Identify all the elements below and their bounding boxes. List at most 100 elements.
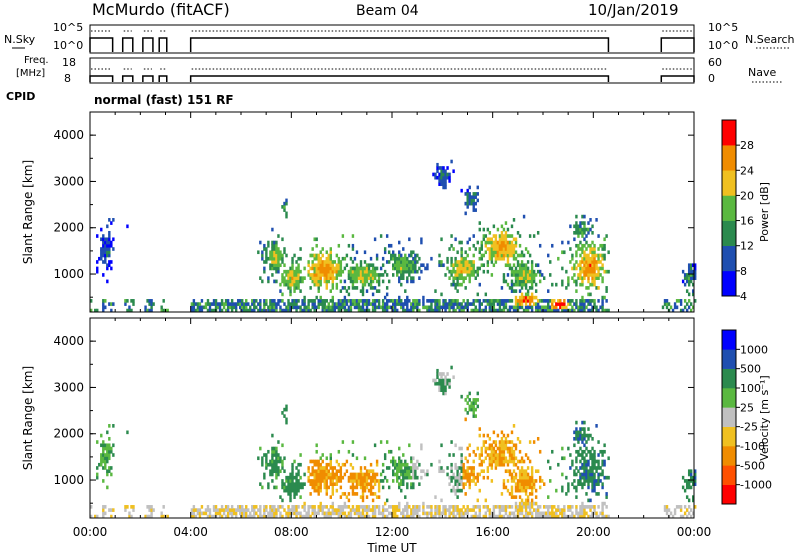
velocity-cell — [466, 394, 469, 399]
power-cell — [317, 260, 320, 264]
power-cell — [589, 256, 592, 261]
power-cell — [456, 305, 459, 310]
power-cell — [522, 282, 526, 287]
velocity-cell — [436, 505, 439, 509]
velocity-cell — [383, 453, 387, 457]
velocity-cell — [333, 475, 337, 480]
power-cell — [466, 192, 469, 196]
velocity-cell — [540, 479, 544, 483]
power-cell — [295, 279, 298, 284]
velocity-cell — [599, 466, 602, 470]
velocity-cell — [472, 475, 475, 480]
velocity-cell — [573, 443, 576, 448]
velocity-cell — [506, 479, 510, 483]
power-cell — [460, 256, 463, 261]
velocity-cell — [589, 449, 592, 454]
velocity-cell — [591, 485, 594, 490]
velocity-cell — [536, 505, 540, 509]
velocity-cell — [253, 511, 256, 516]
velocity-cell — [464, 456, 467, 461]
velocity-cell — [575, 436, 578, 441]
power-cell — [132, 299, 135, 303]
velocity-cell — [295, 482, 298, 486]
power-cell — [496, 240, 500, 245]
power-cell — [130, 308, 133, 313]
velocity-cell — [585, 469, 588, 474]
power-cell — [398, 299, 401, 303]
velocity-cell — [112, 508, 115, 512]
velocity-cell — [518, 511, 522, 516]
velocity-cell — [339, 495, 343, 499]
power-cell — [381, 263, 385, 268]
velocity-cell — [361, 479, 365, 483]
power-cell — [506, 250, 510, 255]
power-cell — [96, 269, 99, 274]
power-cell — [317, 263, 320, 268]
power-cell — [273, 308, 276, 313]
velocity-cell — [462, 505, 465, 509]
velocity-cell — [402, 511, 405, 516]
velocity-cell — [512, 443, 516, 448]
velocity-cell — [375, 462, 379, 467]
velocity-cell — [528, 501, 532, 506]
velocity-cell — [508, 459, 512, 464]
power-cell — [345, 299, 349, 303]
velocity-cell — [192, 511, 196, 516]
velocity-cell — [104, 456, 107, 461]
velocity-cell — [422, 469, 425, 474]
velocity-cell — [456, 488, 459, 493]
velocity-cell — [691, 495, 695, 499]
power-cell — [408, 260, 411, 264]
velocity-cell — [297, 511, 300, 516]
power-cell — [516, 253, 520, 258]
velocity-cell — [466, 446, 469, 451]
power-cell — [263, 243, 266, 248]
velocity-cell — [458, 466, 461, 470]
power-cell — [331, 295, 335, 300]
velocity-cell — [438, 381, 441, 386]
velocity-cell — [502, 479, 506, 483]
velocity-cell — [504, 511, 508, 516]
velocity-cell — [301, 482, 304, 486]
power-cell — [381, 279, 385, 284]
power-cell — [450, 243, 453, 248]
power-cell — [335, 305, 339, 310]
power-cell — [96, 234, 99, 238]
power-cell — [685, 279, 689, 284]
velocity-cell — [424, 511, 427, 516]
power-cell — [577, 305, 580, 310]
velocity-cell — [464, 472, 467, 477]
velocity-cell — [275, 446, 278, 451]
power-cell — [343, 308, 347, 313]
power-cell — [373, 276, 377, 280]
power-cell — [108, 237, 111, 242]
power-cell — [408, 237, 411, 242]
power-cell — [597, 260, 600, 264]
power-cell — [551, 308, 554, 313]
velocity-cell — [412, 456, 415, 461]
nsearch-tick-high: 10^5 — [708, 21, 738, 34]
velocity-cell — [307, 505, 310, 509]
power-cell — [573, 230, 576, 235]
nsky-trace — [89, 37, 114, 52]
velocity-cell — [500, 514, 504, 519]
power-cell — [313, 237, 316, 242]
power-cell — [361, 289, 365, 293]
velocity-cell — [263, 505, 266, 509]
power-cell — [128, 308, 131, 313]
power-cell — [363, 260, 367, 264]
velocity-cell — [287, 485, 290, 490]
power-cell — [442, 185, 445, 190]
power-cell — [671, 308, 675, 313]
power-cell — [285, 201, 288, 206]
velocity-cell — [404, 466, 407, 470]
power-cell — [367, 308, 371, 313]
power-cell — [498, 243, 502, 248]
velocity-cell — [194, 508, 198, 512]
power-cell — [335, 269, 339, 274]
velocity-cell — [323, 469, 326, 474]
velocity-cell — [363, 514, 367, 519]
power-cell — [279, 308, 282, 313]
velocity-cell — [516, 485, 520, 490]
power-cell — [530, 273, 534, 277]
